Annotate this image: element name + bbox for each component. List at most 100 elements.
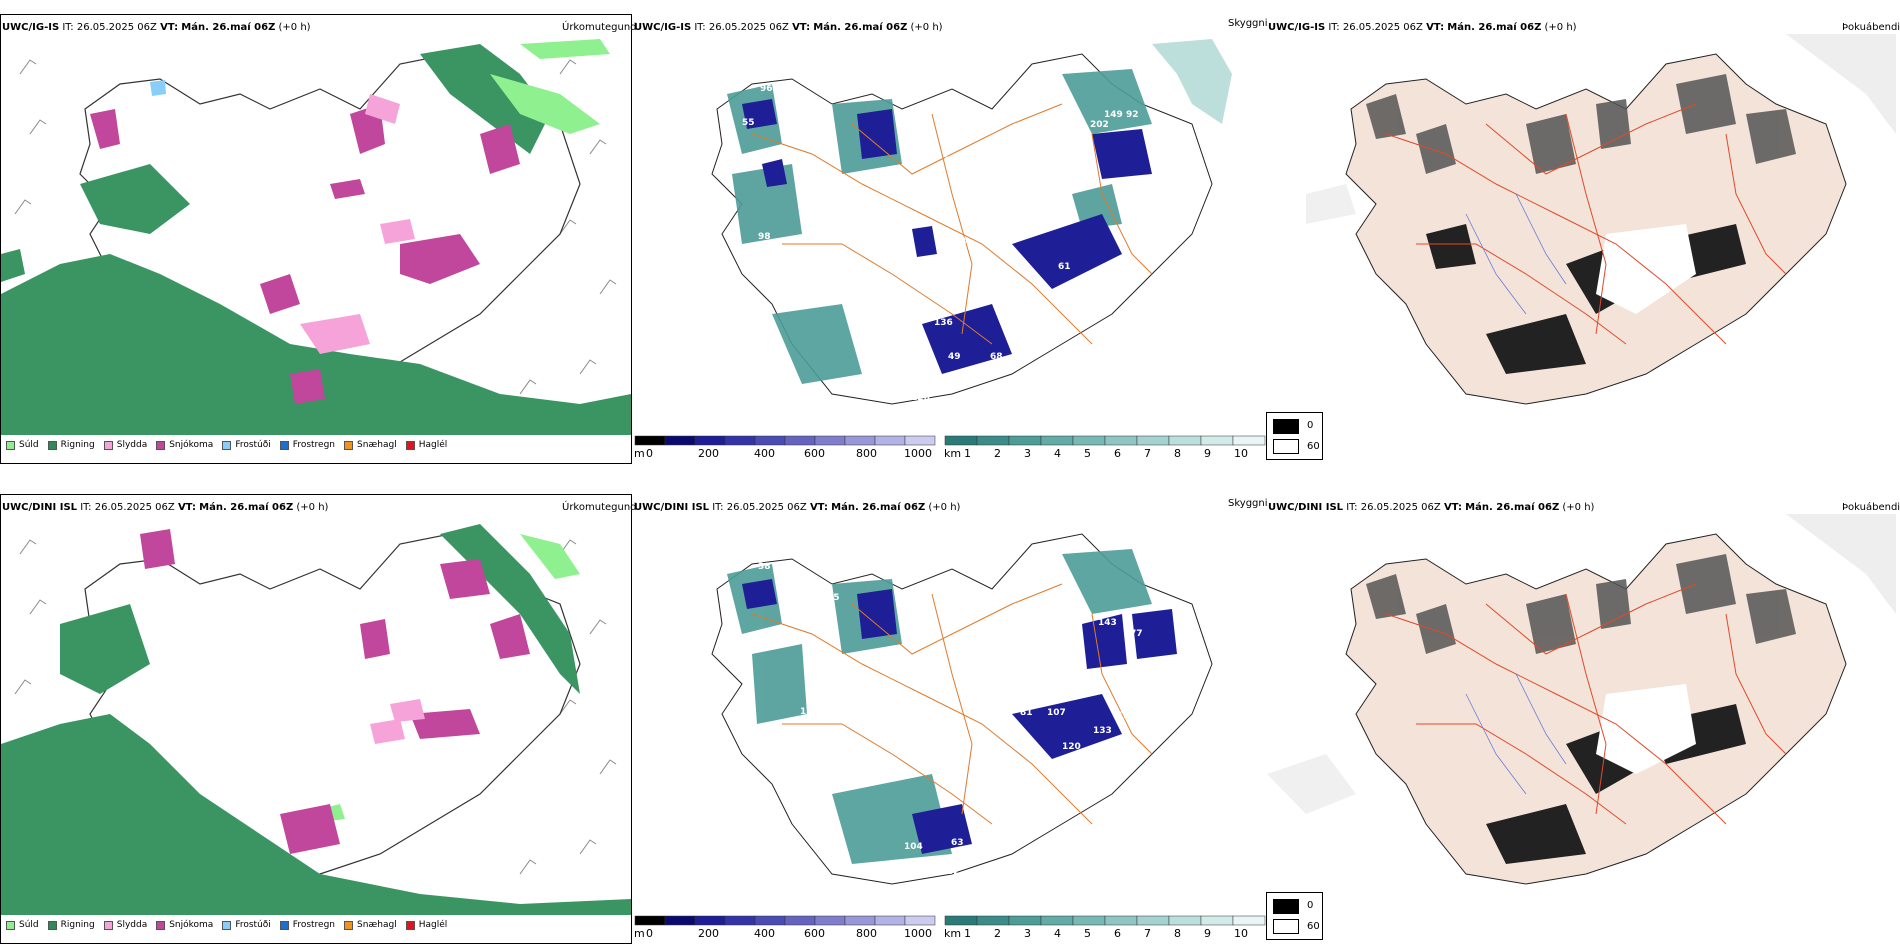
vis-number: 88 (1114, 262, 1127, 272)
vt-value: Mán. 26.maí 06Z (813, 22, 908, 33)
vis-number: 10 (1050, 666, 1063, 676)
it-value: 26.05.2025 06Z (1360, 502, 1441, 513)
legend-swatch (103, 440, 113, 450)
vis-number: 74 (830, 688, 843, 698)
colorbar-segment (1200, 435, 1234, 446)
it-label: IT: (1346, 502, 1358, 513)
legend-item: Snæhagl (344, 440, 397, 450)
legend-label: Frostregn (292, 440, 336, 450)
it-value: 26.05.2025 06Z (76, 22, 157, 33)
colorbar-tick: 1 (964, 447, 971, 460)
lead-time: (+0 h) (278, 22, 311, 33)
vis-number: 69 (944, 579, 957, 589)
colorbar-tick: 2 (994, 927, 1001, 940)
vis-number: 17 (1004, 637, 1017, 647)
colorbar-segment (976, 435, 1010, 446)
panel-label-visibility: Skyggni (1228, 18, 1268, 29)
legend-item: Frostúði (222, 920, 271, 930)
vt-label: VT: (160, 22, 179, 33)
it-label: IT: (1328, 22, 1340, 33)
vis-number: 108 (1058, 297, 1077, 307)
vis-number: 09 (1002, 133, 1015, 143)
fog-legend-swatch-0 (1273, 419, 1299, 434)
panel-label-precip: Úrkomutegund (562, 502, 637, 513)
colorbar-segment (1008, 435, 1042, 446)
colorbar-segment (976, 915, 1010, 926)
colorbar-height-ramp (634, 435, 936, 446)
panel-label-fog: Þokuábendi (1842, 22, 1900, 33)
lead-time: (+0 h) (296, 502, 329, 513)
legend-swatch (344, 920, 354, 930)
colorbar-unit: km (944, 447, 962, 460)
legend-item: Haglél (405, 920, 447, 930)
colorbar-visibility: km 1 2 3 4 5 6 7 8 9 10 (944, 915, 1266, 945)
vis-number: 49 (948, 352, 961, 362)
legend-swatch (6, 920, 15, 930)
model-name: UWC/DINI ISL (1268, 502, 1344, 513)
vis-number: 149 (1104, 110, 1123, 120)
legend-item: Slydda (103, 920, 147, 930)
fog-panel-2 (1266, 494, 1900, 944)
vis-number: 104 (904, 842, 923, 852)
colorbar-tick: 9 (1204, 447, 1211, 460)
vis-number: 143 (1098, 618, 1117, 628)
fog-legend-label: 60 (1307, 921, 1320, 932)
colorbar-segment (784, 435, 816, 446)
vis-number: 88 (808, 625, 821, 635)
colorbar-segment (1136, 435, 1170, 446)
precip-map-frame (0, 494, 632, 944)
vis-number: 63 (951, 838, 964, 848)
legend-label: Snæhagl (357, 440, 397, 450)
vis-number: 121 (1048, 212, 1067, 222)
legend-swatch (103, 920, 113, 930)
colorbar-segment (1168, 915, 1202, 926)
precip-legend: Súld Rigning Slydda Snjókoma Frostúði Fr… (6, 440, 456, 450)
colorbar-segment (694, 435, 726, 446)
vis-number: 68 (990, 352, 1003, 362)
fog-legend: 0 60 (1266, 412, 1323, 460)
panel-title: UWC/IG-IS IT: 26.05.2025 06Z VT: Mán. 26… (2, 22, 311, 34)
colorbar-tick: 8 (1174, 447, 1181, 460)
vis-number: 120 (1062, 742, 1081, 752)
vis-number: 92 (1126, 110, 1139, 120)
colorbar-segment (1168, 435, 1202, 446)
colorbar-segment (874, 915, 906, 926)
colorbar-tick: 6 (1114, 927, 1121, 940)
colorbar-tick: 1 (964, 927, 971, 940)
colorbar-unit: m (634, 927, 645, 940)
vis-number: 64 (808, 610, 821, 620)
colorbar-segment (784, 915, 816, 926)
vis-number: 38 (758, 562, 771, 572)
colorbar-segment (1232, 915, 1266, 926)
colorbar-unit: m (634, 447, 645, 460)
colorbar-tick: 400 (754, 447, 775, 460)
vis-number: 50 (706, 720, 719, 730)
model-name: UWC/IG-IS (1268, 22, 1326, 33)
vt-value: Mán. 26.maí 06Z (199, 502, 294, 513)
colorbar-segment (1104, 435, 1138, 446)
colorbar-visibility: km 1 2 3 4 5 6 7 8 9 10 (944, 435, 1266, 465)
colorbar-tick: 200 (698, 927, 719, 940)
colorbar-segment (904, 435, 936, 446)
it-label: IT: (80, 502, 92, 513)
vis-number: 55 (827, 593, 840, 603)
colorbar-tick: 5 (1084, 927, 1091, 940)
vt-label: VT: (1443, 502, 1462, 513)
colorbar-segment (754, 915, 786, 926)
colorbar-segment (1008, 915, 1042, 926)
vis-number: 43 (1035, 133, 1048, 143)
vis-number: 73 (945, 156, 958, 166)
legend-swatch (279, 920, 289, 930)
row1: Súld Rigning Slydda Snjókoma Frostúði Fr… (0, 0, 1900, 470)
legend-item: Frostregn (279, 920, 335, 930)
model-name: UWC/IG-IS (2, 22, 60, 33)
model-name: UWC/DINI ISL (2, 502, 78, 513)
legend-swatch (222, 920, 232, 930)
vt-label: VT: (1426, 22, 1445, 33)
vis-number: 82 (947, 867, 960, 877)
fog-legend-swatch-1 (1273, 439, 1299, 454)
vis-number: 74 (1022, 268, 1035, 278)
legend-label: Haglél (418, 440, 448, 450)
colorbar-height: m 0 200 400 600 800 1000 (634, 915, 936, 945)
legend-swatch (6, 440, 15, 450)
